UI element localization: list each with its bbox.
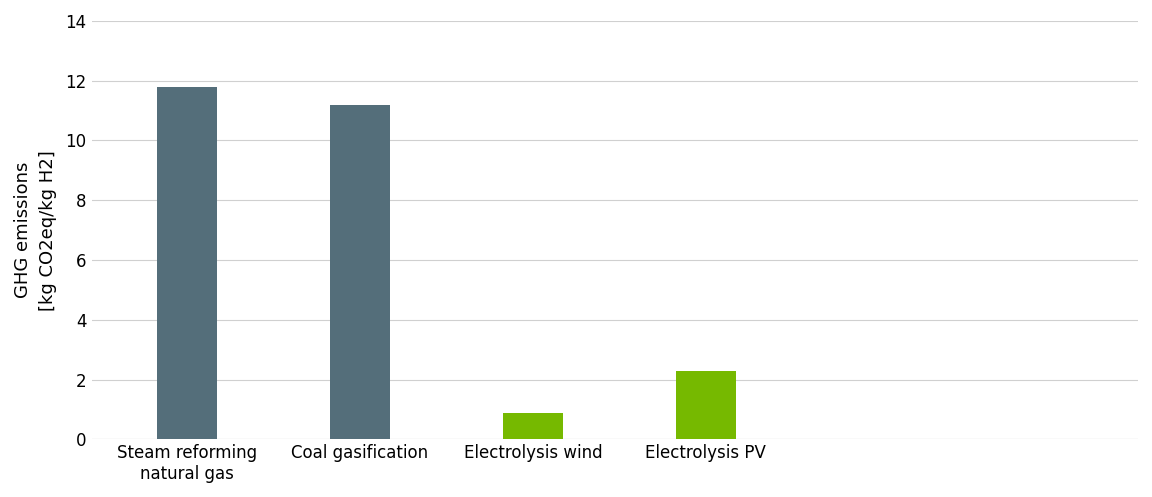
Bar	[157, 86, 218, 439]
Bar	[502, 413, 563, 439]
Bar	[675, 371, 736, 439]
Bar	[329, 104, 391, 439]
Y-axis label: GHG emissions
[kg CO2eq/kg H2]: GHG emissions [kg CO2eq/kg H2]	[14, 150, 56, 311]
